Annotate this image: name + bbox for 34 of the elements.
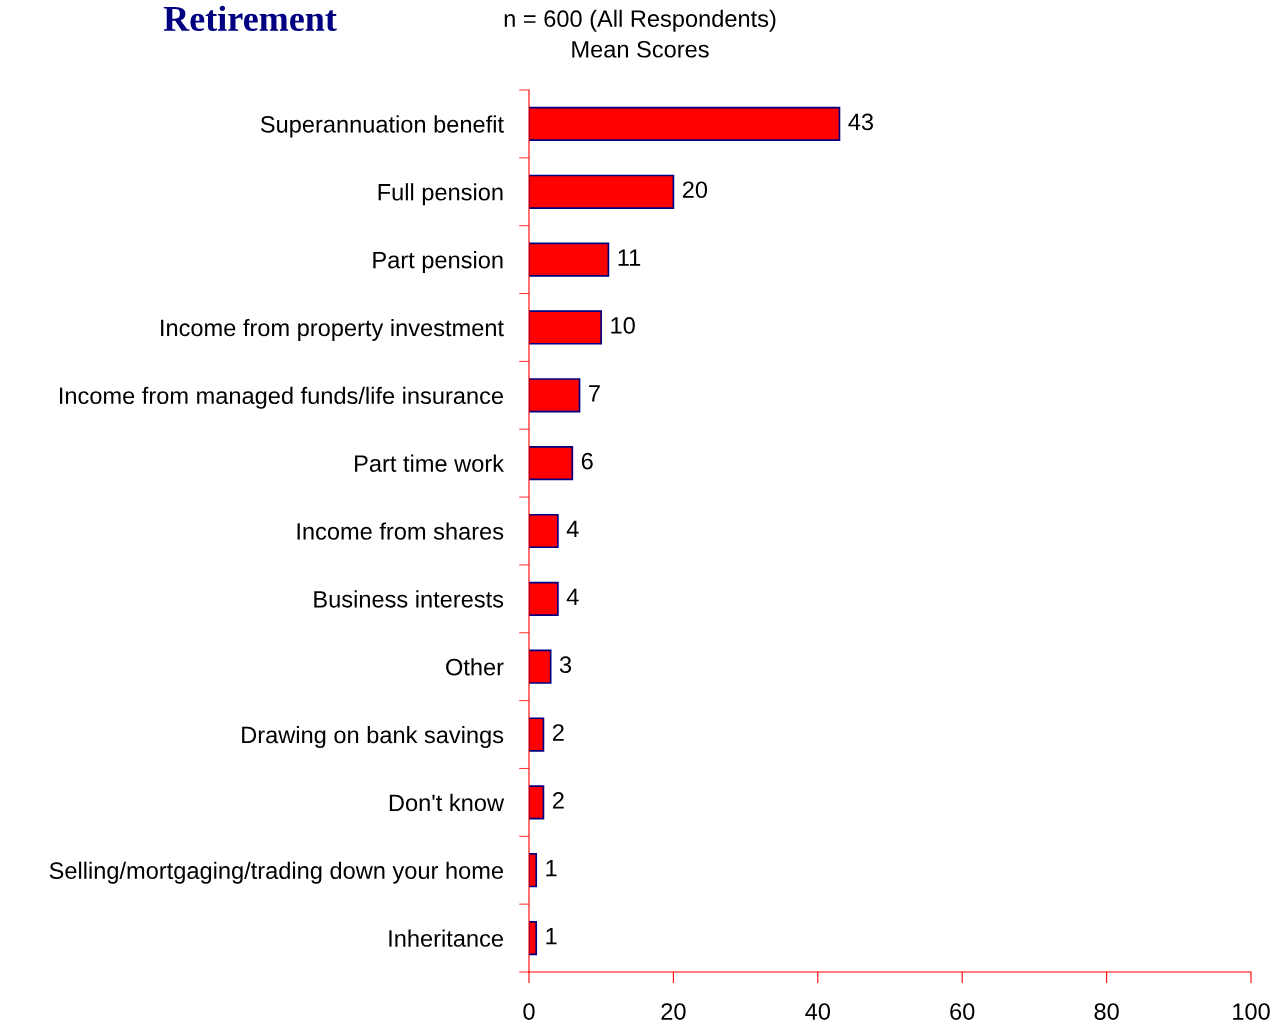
- x-tick-label: 20: [661, 1003, 686, 1020]
- x-tick-label: 60: [950, 1003, 975, 1020]
- data-label: 20: [682, 181, 708, 199]
- data-label: 4: [566, 520, 579, 538]
- y-tick-label: Drawing on bank savings: [242, 725, 504, 748]
- y-tick-label: Income from shares: [297, 522, 504, 540]
- x-tick-label: 0: [523, 1003, 535, 1020]
- y-tick-label: Income from property investment: [161, 318, 504, 341]
- data-label: 11: [618, 249, 641, 266]
- y-tick-label: Selling/mortgaging/trading down your home: [49, 861, 503, 884]
- y-tick-label: Inheritance: [389, 929, 503, 947]
- y-tick-label: Full pension: [378, 183, 503, 206]
- y-tick-label: Income from managed funds/life insurance: [59, 386, 503, 409]
- x-tick-label: 40: [805, 1003, 831, 1020]
- chart-subtitle: n = 600 (All Respondents) Mean Scores: [504, 9, 776, 58]
- data-label: 1: [546, 860, 557, 877]
- y-tick-label: Other: [446, 658, 504, 676]
- y-tick-label: Superannuation benefit: [260, 115, 504, 138]
- data-label: 3: [559, 656, 572, 674]
- data-label: 2: [552, 724, 564, 741]
- data-label: 43: [848, 113, 874, 131]
- data-label: 2: [552, 792, 564, 809]
- data-label: 1: [546, 927, 557, 945]
- data-label: 6: [581, 452, 593, 470]
- data-label: 10: [611, 317, 635, 334]
- x-tick-label: 80: [1094, 1003, 1119, 1020]
- y-tick-label: Part time work: [355, 454, 505, 472]
- data-label: 7: [589, 385, 600, 402]
- data-label: 4: [566, 588, 579, 605]
- y-tick-label: Don't know: [389, 793, 505, 812]
- y-tick-label: Part pension: [373, 251, 503, 274]
- chart-title: Retirement: [163, 5, 337, 32]
- x-tick-label: 100: [1233, 1003, 1270, 1020]
- y-tick-label: Business interests: [314, 590, 504, 608]
